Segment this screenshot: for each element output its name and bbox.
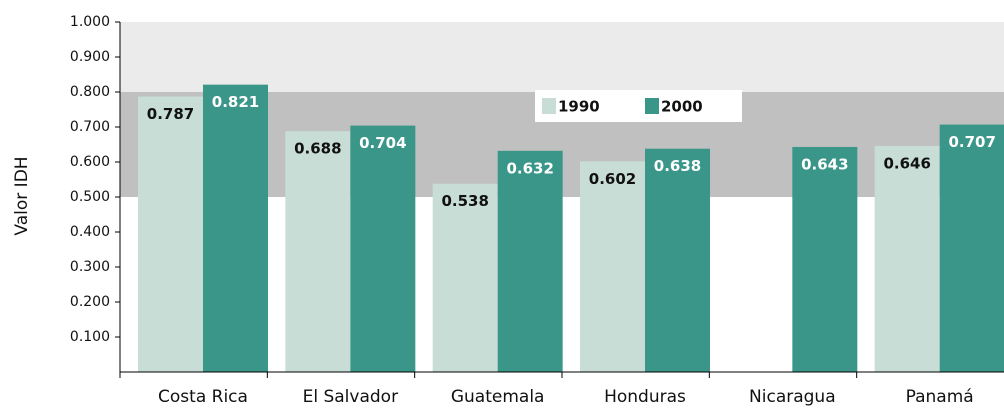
y-axis-label: Valor IDH: [12, 156, 32, 235]
background-band: [120, 22, 1004, 92]
bar: [138, 96, 203, 373]
data-label: 0.643: [801, 155, 848, 173]
legend-swatch: [542, 98, 556, 114]
y-tick-label: 0.600: [70, 154, 110, 170]
y-tick-label: 0.100: [70, 329, 110, 345]
bar: [497, 150, 563, 372]
y-tick-label: 0.800: [70, 84, 110, 100]
x-tick-label: Panamá: [906, 387, 974, 407]
legend-box: [535, 90, 742, 122]
data-label: 0.632: [506, 159, 553, 177]
data-label: 0.688: [294, 140, 341, 158]
x-tick-label: El Salvador: [303, 387, 398, 407]
data-label: 0.821: [212, 93, 259, 111]
data-label: 0.638: [654, 157, 701, 175]
y-tick-label: 0.300: [70, 259, 110, 275]
data-label: 0.787: [147, 105, 194, 123]
data-label: 0.646: [883, 154, 930, 172]
data-label: 0.538: [441, 192, 488, 210]
y-tick-label: 0.400: [70, 224, 110, 240]
x-tick-label: Costa Rica: [158, 387, 248, 407]
bar: [939, 124, 1004, 372]
legend-swatch: [645, 98, 659, 114]
legend-label: 2000: [661, 98, 703, 116]
data-label: 0.704: [359, 134, 406, 152]
data-label: 0.602: [589, 170, 636, 188]
data-label: 0.707: [948, 133, 995, 151]
y-tick-label: 0.900: [70, 49, 110, 65]
legend: 1990 2000: [535, 90, 742, 122]
y-tick-label: 0.200: [70, 294, 110, 310]
bar: [203, 84, 268, 373]
y-tick-label: 1.000: [70, 14, 110, 30]
legend-label: 1990: [558, 98, 600, 116]
x-tick-label: Nicaragua: [749, 387, 836, 407]
bar: [285, 131, 351, 372]
bar: [874, 145, 940, 372]
y-tick-label: 0.700: [70, 119, 110, 135]
x-tick-label: Honduras: [604, 387, 686, 407]
x-tick-label: Guatemala: [451, 387, 545, 407]
bar: [645, 148, 710, 372]
bar: [350, 125, 416, 372]
bar: [580, 161, 645, 372]
y-tick-label: 0.500: [70, 189, 110, 205]
bar: [432, 183, 498, 372]
bar: [792, 146, 858, 372]
